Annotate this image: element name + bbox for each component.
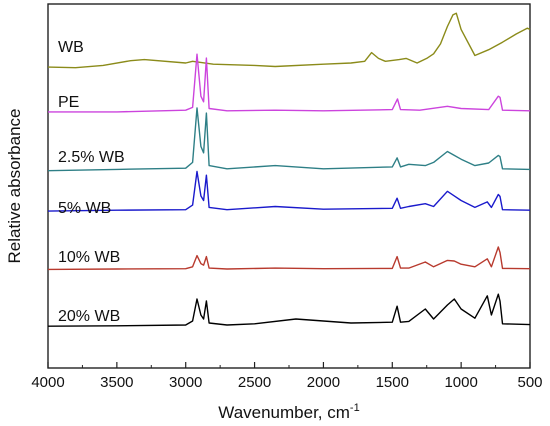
x-tick-group: 4000 3500 3000 2500 2000 1500 1000 500 <box>31 362 543 391</box>
series-label: 20% WB <box>58 308 120 325</box>
series-line-2-5-wb <box>47 107 531 172</box>
series-line-wb <box>47 12 531 69</box>
x-tick-label: 1000 <box>444 374 477 391</box>
x-tick-label: 500 <box>517 374 542 391</box>
x-tick-label: 2000 <box>307 374 340 391</box>
series-label: 10% WB <box>58 249 120 266</box>
x-axis-label: Wavenumber, cm-1 <box>218 402 359 422</box>
y-axis-label: Relative absorbance <box>5 109 24 264</box>
series-line-20-wb <box>47 293 531 327</box>
series-label: 5% WB <box>58 200 111 217</box>
series-group <box>47 12 531 327</box>
series-label: PE <box>58 94 79 111</box>
x-tick-label: 3500 <box>100 374 133 391</box>
series-label: 2.5% WB <box>58 149 125 166</box>
series-line-10-wb <box>47 246 531 271</box>
series-label-group: WB PE 2.5% WB 5% WB 10% WB 20% WB <box>58 39 125 325</box>
plot-frame <box>47 3 531 369</box>
x-tick-label: 3000 <box>169 374 202 391</box>
x-tick-label: 4000 <box>31 374 64 391</box>
x-tick-label: 1500 <box>376 374 409 391</box>
series-line-5-wb <box>47 170 531 212</box>
x-tick-label: 2500 <box>238 374 271 391</box>
series-label: WB <box>58 39 84 56</box>
series-line-pe <box>48 53 531 113</box>
